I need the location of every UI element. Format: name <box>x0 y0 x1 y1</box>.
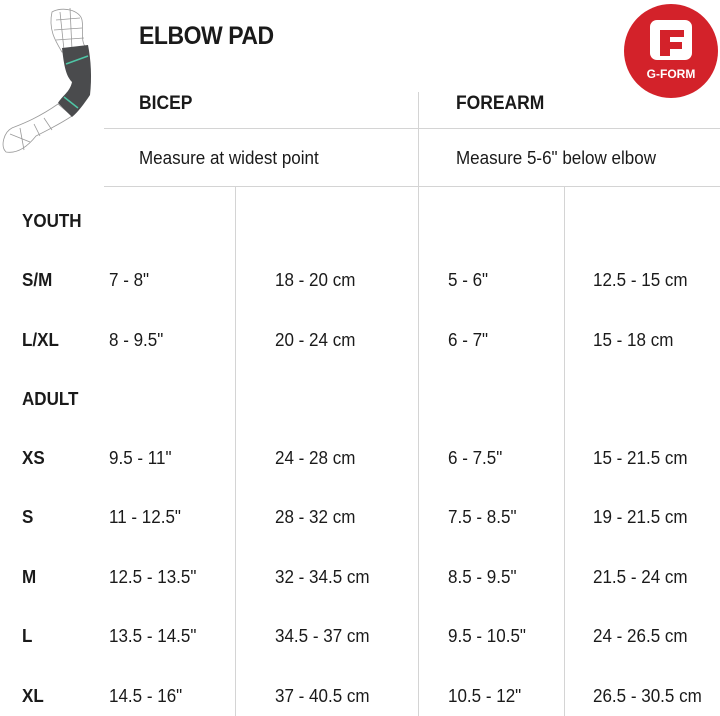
size-label: XS <box>22 447 45 468</box>
table-row: L 13.5 - 14.5" 34.5 - 37 cm 9.5 - 10.5" 24 -… <box>0 625 720 655</box>
size-label: YOUTH <box>22 210 82 231</box>
page-title: ELBOW PAD <box>139 22 274 50</box>
size-label: M <box>22 566 37 587</box>
size-label: S <box>22 506 34 527</box>
column-header-forearm: FOREARM <box>456 93 545 114</box>
table-row: S/M 7 - 8" 18 - 20 cm 5 - 6" 12.5 - 15 cm <box>0 269 720 299</box>
table-cell: 12.5 - 15 cm <box>593 269 688 290</box>
g-form-logo: G-FORM <box>624 4 718 98</box>
column-header-bicep: BICEP <box>139 93 193 114</box>
table-cell: 8.5 - 9.5" <box>448 566 517 587</box>
size-label: L <box>22 625 33 646</box>
divider <box>564 186 565 716</box>
svg-text:G-FORM: G-FORM <box>647 67 696 81</box>
table-cell: 8 - 9.5" <box>109 329 164 350</box>
table-cell: 19 - 21.5 cm <box>593 506 688 527</box>
table-cell: 11 - 12.5" <box>109 506 181 527</box>
table-row: S 11 - 12.5" 28 - 32 cm 7.5 - 8.5" 19 - 21.5… <box>0 506 720 536</box>
table-cell: 9.5 - 10.5" <box>448 625 526 646</box>
g-form-logo-mark: G-FORM <box>647 20 696 81</box>
table-cell: 12.5 - 13.5" <box>109 566 197 587</box>
table-cell: 10.5 - 12" <box>448 685 522 706</box>
table-cell: 5 - 6" <box>448 269 489 290</box>
table-cell: 15 - 18 cm <box>593 329 674 350</box>
table-row: ADULT <box>0 388 720 418</box>
table-cell: 21.5 - 24 cm <box>593 566 688 587</box>
table-cell: 7.5 - 8.5" <box>448 506 517 527</box>
table-cell: 28 - 32 cm <box>275 506 356 527</box>
divider <box>418 92 419 716</box>
size-label: L/XL <box>22 329 59 350</box>
table-cell: 26.5 - 30.5 cm <box>593 685 702 706</box>
table-row: M 12.5 - 13.5" 32 - 34.5 cm 8.5 - 9.5" 21.5 … <box>0 566 720 596</box>
table-row: L/XL 8 - 9.5" 20 - 24 cm 6 - 7" 15 - 18 cm <box>0 329 720 359</box>
table-cell: 7 - 8" <box>109 269 150 290</box>
table-cell: 37 - 40.5 cm <box>275 685 370 706</box>
table-row: XS 9.5 - 11" 24 - 28 cm 6 - 7.5" 15 - 21.5 c… <box>0 447 720 477</box>
table-cell: 6 - 7" <box>448 329 489 350</box>
divider <box>104 128 720 129</box>
size-label: XL <box>22 685 44 706</box>
divider <box>235 186 236 716</box>
table-cell: 15 - 21.5 cm <box>593 447 688 468</box>
table-cell: 13.5 - 14.5" <box>109 625 197 646</box>
table-cell: 20 - 24 cm <box>275 329 356 350</box>
table-cell: 32 - 34.5 cm <box>275 566 370 587</box>
table-cell: 9.5 - 11" <box>109 447 172 468</box>
forearm-measure-note: Measure 5-6" below elbow <box>456 147 656 168</box>
size-label: S/M <box>22 269 53 290</box>
table-row: YOUTH <box>0 210 720 240</box>
size-label: ADULT <box>22 388 79 409</box>
arm-with-elbow-sleeve-icon <box>2 7 92 153</box>
table-cell: 34.5 - 37 cm <box>275 625 370 646</box>
table-cell: 14.5 - 16" <box>109 685 183 706</box>
bicep-measure-note: Measure at widest point <box>139 147 319 168</box>
table-cell: 18 - 20 cm <box>275 269 356 290</box>
table-row: XL 14.5 - 16" 37 - 40.5 cm 10.5 - 12" 26.5 -… <box>0 685 720 715</box>
divider <box>104 186 720 187</box>
table-cell: 24 - 28 cm <box>275 447 356 468</box>
table-cell: 24 - 26.5 cm <box>593 625 688 646</box>
table-cell: 6 - 7.5" <box>448 447 503 468</box>
